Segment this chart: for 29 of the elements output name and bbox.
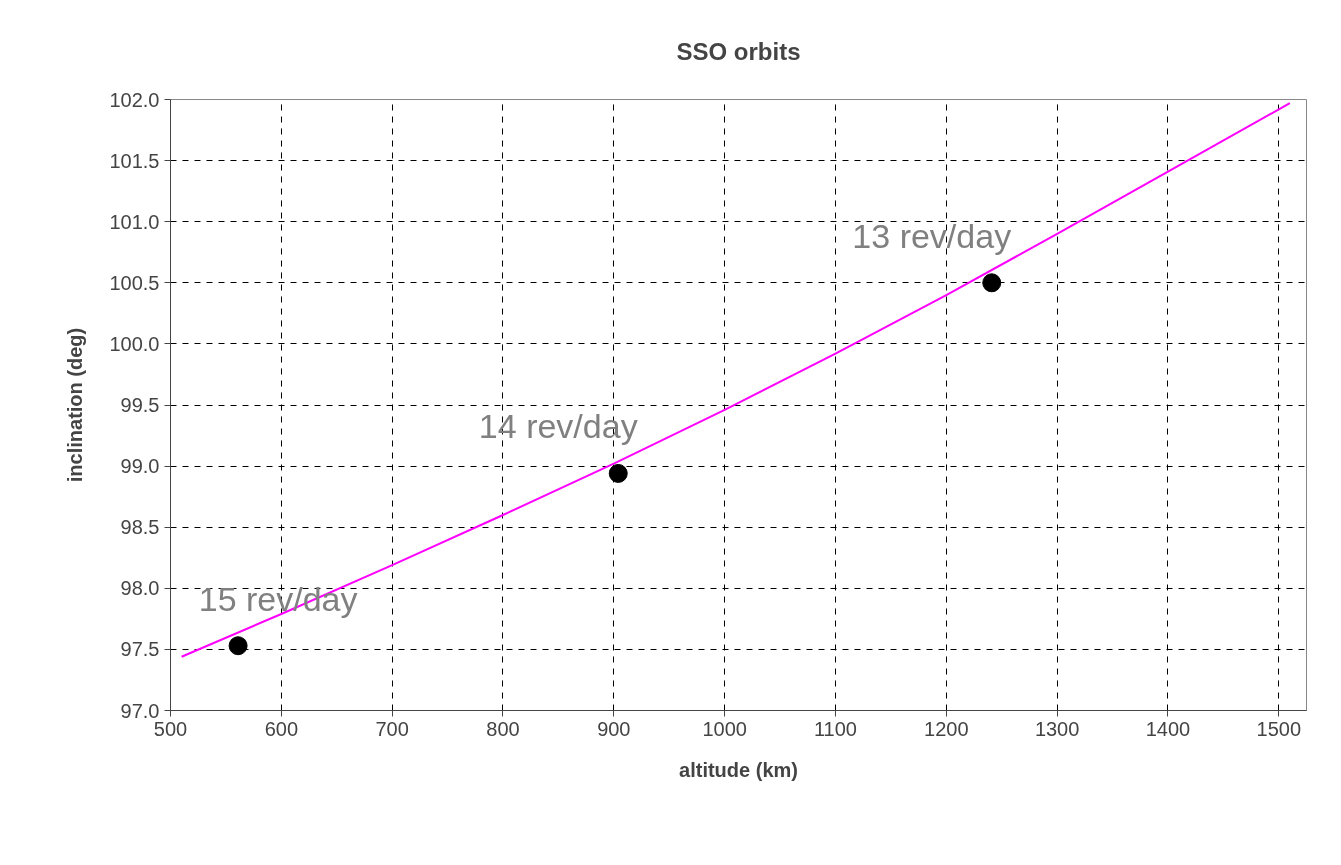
x-tick-label: 1300	[1034, 717, 1080, 740]
annotation: 14 rev/day	[478, 407, 638, 446]
x-tick-label: 1500	[1256, 717, 1302, 740]
y-tick-label: 101.5	[109, 149, 160, 172]
y-tick-label: 98.0	[120, 577, 160, 600]
line-series	[180, 102, 1291, 658]
y-tick-label: 98.5	[120, 516, 160, 539]
point	[228, 636, 248, 656]
x-tick-label: 600	[264, 717, 299, 740]
y-tick-label: 101.0	[109, 210, 160, 233]
x-tick-label: 1000	[702, 717, 747, 740]
x-tick-label: 1200	[924, 717, 969, 740]
x-tick-label: 700	[375, 717, 409, 740]
chart-title: SSO orbits	[676, 37, 801, 65]
y-tick-label: 99.0	[120, 455, 160, 478]
point	[982, 273, 1002, 293]
x-tick-label: 1400	[1145, 717, 1191, 740]
annotation: 13 rev/day	[852, 216, 1012, 255]
x-axis-title: altitude (km)	[679, 758, 798, 781]
y-axis-title: inclination (deg)	[64, 327, 87, 483]
point	[608, 463, 628, 483]
x-tick-label: 1100	[813, 717, 857, 740]
y-tick-label: 97.5	[120, 638, 160, 661]
y-tick-label: 99.5	[120, 394, 160, 416]
y-tick-label: 100.0	[109, 332, 160, 355]
x-tick-label: 800	[486, 717, 520, 740]
y-tick-label: 102.0	[109, 88, 160, 111]
y-tick-label: 100.5	[109, 271, 160, 294]
x-tick-label: 900	[597, 717, 631, 740]
